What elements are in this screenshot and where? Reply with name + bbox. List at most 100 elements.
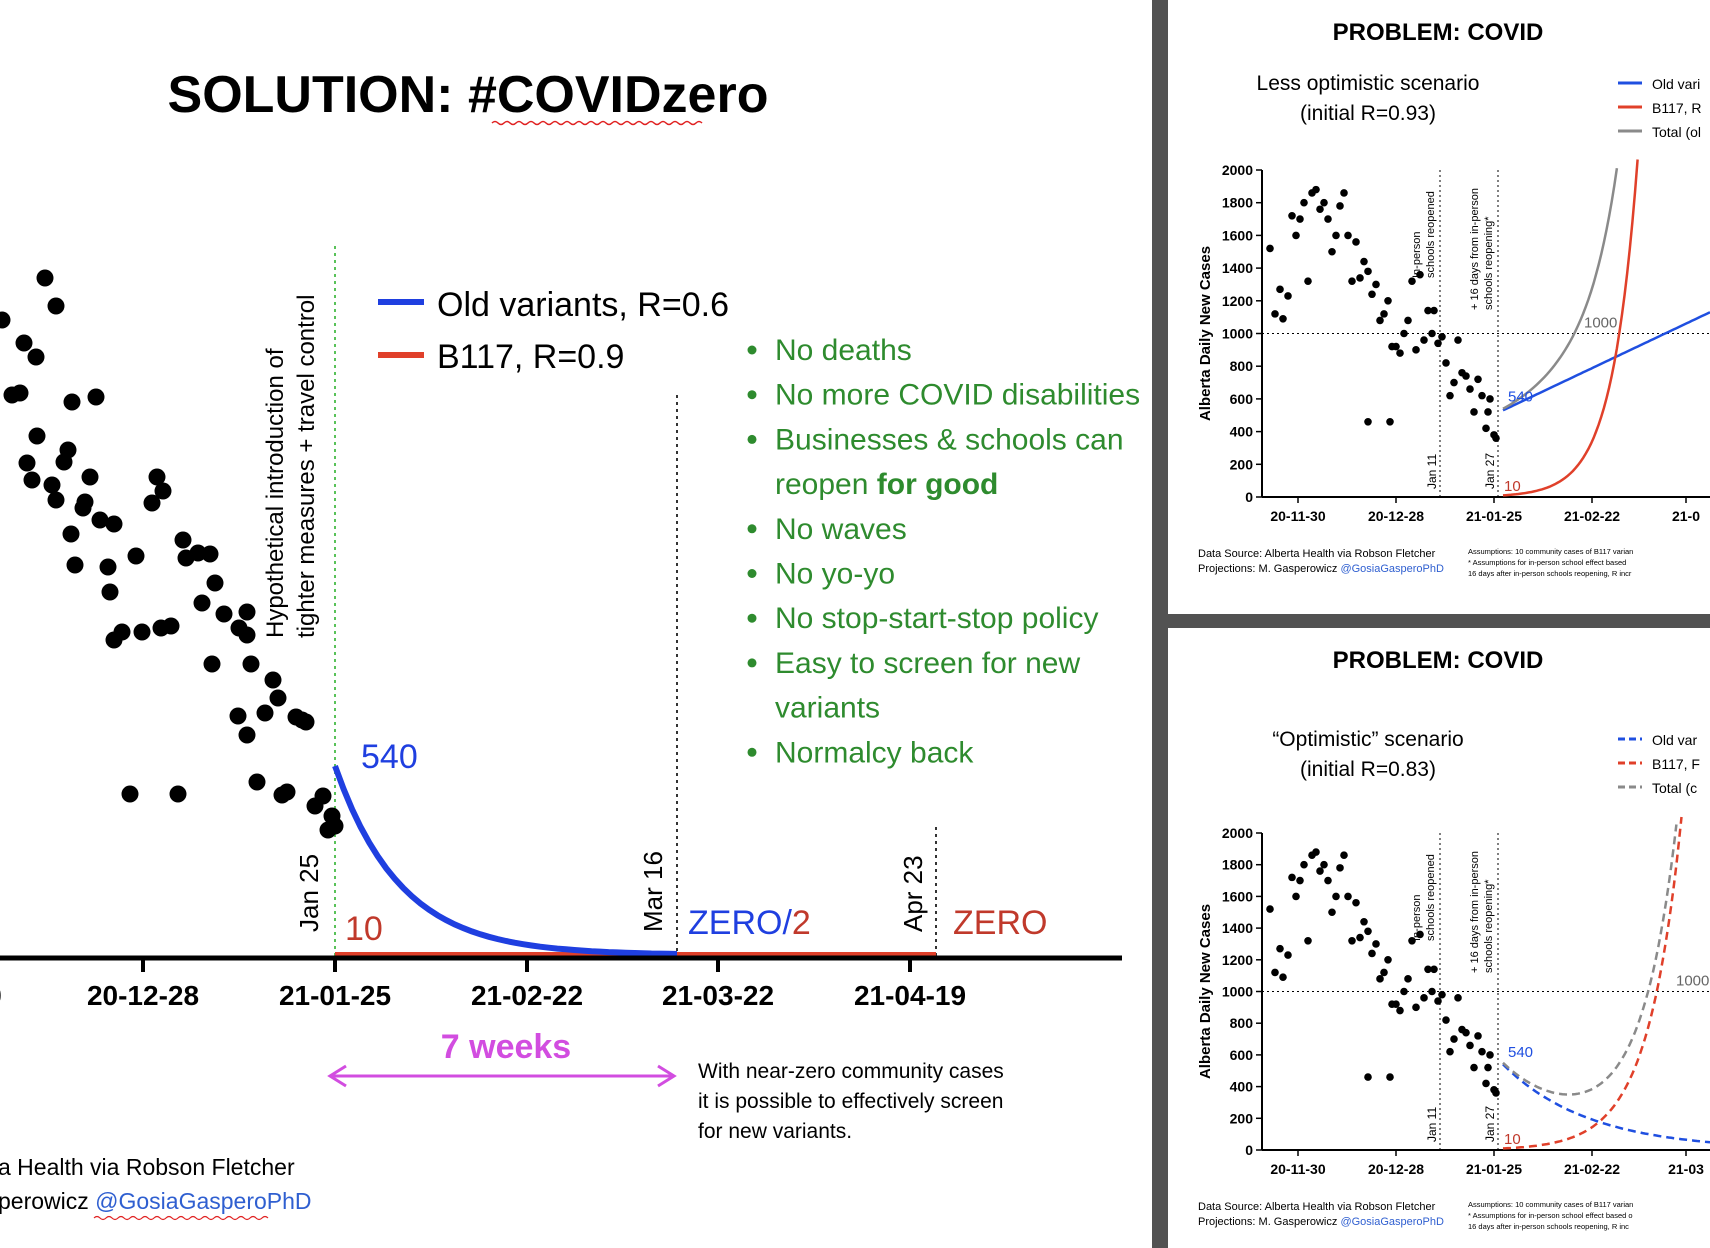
x-tick-label: 21-04-19 <box>854 980 966 1011</box>
x-tick-label: 21-02-22 <box>1564 508 1620 524</box>
case-dot <box>1372 940 1380 948</box>
case-dot <box>1384 956 1392 964</box>
case-dot <box>1462 1028 1470 1037</box>
case-dot <box>162 617 180 635</box>
case-dot <box>248 773 266 791</box>
case-dot <box>1340 851 1348 859</box>
label-jan25: Jan 25 <box>294 854 324 932</box>
source-line-2-pre: perowicz <box>0 1188 95 1214</box>
case-dot <box>169 785 187 803</box>
benefit-text: No yo-yo <box>775 558 895 591</box>
benefit-text: Easy to screen for new <box>775 647 1080 680</box>
case-dot <box>1386 1073 1394 1081</box>
case-dot <box>1482 1079 1490 1088</box>
case-dot <box>143 494 161 512</box>
case-dot <box>1266 905 1274 913</box>
case-dot <box>174 531 192 549</box>
case-dot <box>1368 949 1376 958</box>
case-dot <box>314 787 332 805</box>
problem-panel-less-optimistic: PROBLEM: COVID Less optimistic scenario (i… <box>1168 0 1710 628</box>
x-tick-label: 21-0 <box>1672 508 1700 524</box>
y-tick-label: 800 <box>1230 358 1254 374</box>
case-dot <box>1450 378 1458 387</box>
legend-label-b117: B117, R=0.9 <box>437 338 624 376</box>
y-axis-label: Alberta Daily New Cases <box>1197 904 1214 1079</box>
case-dot <box>1284 292 1292 300</box>
legend-label-old-variants: Old variants, R=0.6 <box>437 286 729 324</box>
seven-weeks-span: 7 weeks <box>327 1028 677 1088</box>
case-dot <box>127 547 145 565</box>
case-dot <box>201 545 219 563</box>
case-dot <box>1328 247 1336 256</box>
x-tick-label: 21-01-25 <box>1466 508 1522 524</box>
case-dot <box>1434 997 1442 1005</box>
case-dot <box>230 619 248 637</box>
case-dot <box>256 704 274 722</box>
case-dot <box>1466 385 1474 393</box>
bullet-dot <box>747 390 757 400</box>
value-10: 10 <box>1504 1131 1521 1148</box>
y-tick-label: 1800 <box>1222 195 1253 211</box>
x-tick-label: 21-02-22 <box>1564 1161 1620 1177</box>
y-tick-label: 2000 <box>1222 825 1253 841</box>
case-dot <box>1466 1041 1474 1050</box>
benefit-item: Easy to screen for new <box>775 647 1080 680</box>
handle-link[interactable]: @GosiaGasperoPhD <box>1340 1216 1444 1228</box>
case-dot <box>87 388 105 406</box>
source-handle[interactable]: @GosiaGasperoPhD <box>95 1188 311 1214</box>
threshold-1000-label: 1000 <box>1676 973 1709 990</box>
case-dot <box>1482 424 1490 433</box>
label-zero2-a: ZERO/ <box>688 904 792 942</box>
case-dot <box>1336 202 1344 210</box>
problem-panel-optimistic: PROBLEM: COVID “Optimistic” scenario (init… <box>1168 628 1710 1248</box>
panel-divider <box>1152 0 1168 1248</box>
y-tick-label: 400 <box>1230 1079 1254 1095</box>
case-dot <box>203 655 221 673</box>
case-dot <box>1352 238 1360 246</box>
source-line: Data Source: Alberta Health via Robson F… <box>1198 1201 1436 1213</box>
y-axis-label: Alberta Daily New Cases <box>1197 246 1214 421</box>
case-dot <box>1454 994 1462 1002</box>
case-dot <box>193 594 211 612</box>
case-dot <box>18 454 36 472</box>
projections-text: Projections: M. Gasperowicz <box>1198 563 1340 575</box>
label-zero2: ZERO/2 <box>688 904 811 942</box>
case-dot <box>1450 1035 1458 1043</box>
schools-reopening-label: schools reopening* <box>1483 879 1495 973</box>
value-10: 10 <box>345 910 383 948</box>
case-dot <box>81 468 99 486</box>
case-dot <box>91 511 109 529</box>
case-dot <box>1312 185 1320 194</box>
y-tick-label: 1400 <box>1222 260 1253 276</box>
total-curve <box>1502 824 1678 1096</box>
y-tick-label: 200 <box>1230 456 1254 472</box>
bullet-dot <box>747 747 757 757</box>
case-dot <box>1360 257 1368 266</box>
benefit-item: Normalcy back <box>775 736 974 769</box>
vertical-annotation-line2: tighter measures + travel control <box>293 295 320 639</box>
legend-label: Total (c <box>1652 780 1697 796</box>
assumption-line: Assumptions: 10 community cases of B117 … <box>1468 1200 1633 1209</box>
case-dot <box>133 623 151 641</box>
benefit-item: No deaths <box>775 334 912 367</box>
x-tick-label: 20-12-28 <box>87 980 199 1011</box>
case-dot <box>47 491 65 509</box>
case-dot <box>1271 968 1279 977</box>
case-dot <box>1396 349 1404 357</box>
bullet-dot <box>747 658 757 668</box>
chart-subtitle-2: (initial R=0.93) <box>1300 102 1436 125</box>
projections-text: Projections: M. Gasperowicz <box>1198 1216 1340 1228</box>
projections-line: Projections: M. Gasperowicz @GosiaGasper… <box>1198 563 1444 575</box>
case-dot <box>215 605 233 623</box>
case-dot <box>1364 267 1372 276</box>
case-dot <box>59 441 77 459</box>
case-dot <box>1492 434 1500 442</box>
case-dot <box>1364 417 1372 426</box>
handle-link[interactable]: @GosiaGasperoPhD <box>1340 563 1444 575</box>
case-dot <box>1462 372 1470 380</box>
bullet-dot <box>747 345 757 355</box>
case-dot <box>1408 936 1416 945</box>
benefit-item: reopen for good <box>775 468 998 501</box>
case-dot <box>1416 930 1424 939</box>
chart-subtitle-2: (initial R=0.83) <box>1300 758 1436 781</box>
